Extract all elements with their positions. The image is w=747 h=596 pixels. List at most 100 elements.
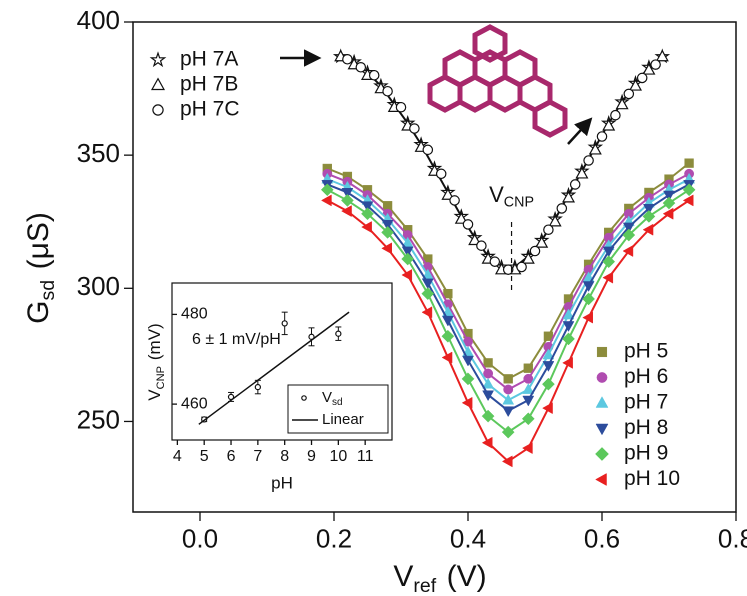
marker (582, 281, 595, 292)
marker (662, 196, 676, 210)
inset-legend-frame (287, 384, 389, 434)
marker (521, 252, 535, 264)
legend-label-main: V (322, 389, 332, 406)
marker (489, 256, 501, 267)
marker (602, 118, 616, 131)
legend-marker (152, 104, 164, 116)
legend-label: Linear (322, 411, 364, 428)
marker (642, 209, 656, 223)
legend-marker (595, 423, 609, 436)
x-axis-label-main: V (393, 560, 413, 593)
x-tick-label: 6 (227, 448, 236, 465)
marker (341, 188, 354, 199)
marker (501, 455, 513, 468)
legend-marker (595, 473, 607, 486)
legend-label-sub: sd (332, 397, 343, 408)
marker (381, 225, 395, 239)
marker (502, 393, 515, 405)
marker (622, 245, 634, 257)
plot-frame (132, 21, 737, 513)
marker (454, 212, 468, 224)
marker (622, 228, 636, 242)
y-axis-label-sub: sd (37, 280, 59, 301)
marker (596, 131, 608, 142)
y-tick-label: 480 (181, 306, 208, 323)
marker (355, 61, 367, 73)
inset-annotation: 6 ± 1 mV/pH (192, 331, 281, 348)
marker (476, 240, 487, 251)
x-tick-label: 5 (200, 448, 209, 465)
legend-label: pH 8 (624, 416, 668, 439)
x-axis-label-unit: (V) (447, 560, 487, 593)
marker (522, 442, 533, 455)
marker (401, 252, 415, 266)
marker (582, 311, 593, 324)
legend-label: pH 7B (180, 73, 238, 96)
marker (561, 190, 576, 203)
marker (541, 377, 555, 391)
legend-label: pH 7 (624, 391, 668, 414)
marker (556, 203, 568, 214)
marker (462, 355, 474, 367)
marker (684, 158, 694, 168)
x-tick-label: 4 (173, 448, 182, 465)
marker (663, 190, 675, 202)
graphene-icon (427, 24, 568, 138)
marker (462, 219, 474, 230)
marker (610, 109, 621, 121)
cnp-label-sub: CNP (504, 194, 534, 210)
marker (441, 188, 455, 200)
marker (542, 348, 555, 360)
marker (368, 69, 380, 81)
marker (602, 271, 614, 284)
marker (516, 261, 527, 273)
marker (361, 221, 372, 233)
marker (482, 377, 495, 389)
marker (401, 269, 413, 281)
x-tick-label: 0.4 (450, 523, 486, 553)
legend-label: pH 7C (180, 98, 240, 121)
x-tick-label: 0.0 (182, 523, 218, 553)
marker (642, 223, 654, 236)
marker (335, 330, 342, 337)
legend-label: Vsd (322, 389, 343, 408)
marker (562, 321, 575, 332)
inset-y-axis-label-main: V (145, 389, 164, 401)
marker (381, 220, 394, 231)
inset-y-axis-label-unit: (mV) (145, 323, 164, 360)
marker (642, 62, 656, 75)
legend-marker (150, 77, 166, 91)
marker (449, 195, 460, 206)
marker (655, 49, 669, 62)
x-tick-label: 8 (280, 448, 289, 465)
marker (421, 278, 434, 290)
cnp-label: VCNP (489, 182, 534, 211)
marker (461, 372, 475, 386)
legend-marker (595, 396, 609, 408)
legend-label: pH 5 (624, 340, 668, 363)
marker (522, 383, 535, 394)
marker (502, 264, 514, 275)
marker (521, 412, 535, 426)
marker (650, 59, 661, 70)
marker (569, 179, 581, 190)
y-tick-label: 400 (77, 5, 120, 35)
y-tick-label: 350 (77, 138, 120, 168)
legend-label: pH 6 (624, 365, 668, 388)
y-tick-label: 460 (181, 395, 208, 412)
marker (588, 142, 602, 155)
marker (628, 78, 643, 91)
x-tick-label: 0.2 (316, 523, 352, 553)
y-axis-label-main: G (22, 301, 55, 324)
marker (443, 288, 453, 299)
marker (320, 183, 334, 197)
marker (254, 383, 262, 391)
marker (529, 245, 541, 257)
marker (522, 395, 535, 407)
marker (682, 183, 696, 197)
marker (503, 374, 513, 384)
marker (503, 384, 514, 395)
y-axis-label-unit: (μS) (22, 212, 55, 269)
x-tick-label: 9 (307, 448, 316, 465)
marker (409, 123, 420, 134)
